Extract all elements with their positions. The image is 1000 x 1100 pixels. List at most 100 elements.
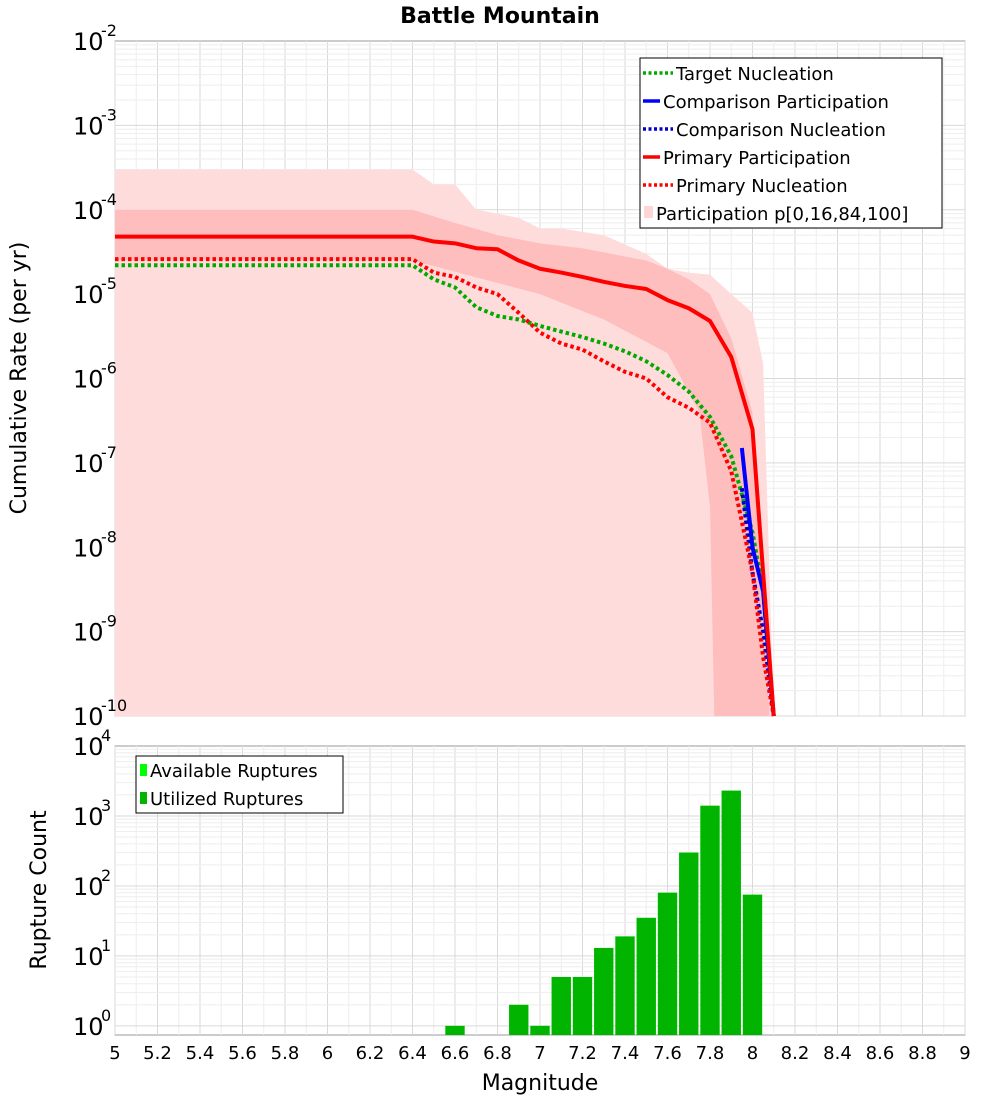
utilized-bar-8.0 xyxy=(742,894,763,1035)
series-line-primary-nucleation xyxy=(115,257,776,717)
top-y-tick-exp: -9 xyxy=(101,612,117,631)
legend-swatch-available-ruptures xyxy=(140,764,147,776)
x-tick-label: 6.4 xyxy=(398,1043,427,1064)
utilized-bar-7.1 xyxy=(551,976,571,1035)
utilized-bar-7.3 xyxy=(594,947,614,1035)
top-y-tick-exp: -8 xyxy=(101,527,117,546)
top-y-tick--6: 10-6 xyxy=(73,359,117,394)
top-y-tick--3: 10-3 xyxy=(73,105,117,140)
bottom-y-tick-2: 102 xyxy=(73,866,111,901)
legend-label-participation-percentiles: Participation p[0,16,84,100] xyxy=(656,204,908,225)
x-tick-label: 5.8 xyxy=(271,1043,300,1064)
chart-title: Battle Mountain xyxy=(400,4,600,29)
x-tick-label: 6.2 xyxy=(356,1043,385,1064)
top-y-tick--5: 10-5 xyxy=(73,274,117,309)
top-y-tick-labels: 10-210-310-410-510-610-710-810-910-10 xyxy=(73,21,127,731)
x-tick-label: 7.2 xyxy=(568,1043,597,1064)
top-y-tick-base: 10 xyxy=(73,28,104,56)
top-y-tick-exp: -3 xyxy=(101,105,117,124)
bottom-gridlines xyxy=(114,746,966,1035)
utilized-bar-7.4 xyxy=(615,936,635,1035)
bottom-y-tick-exp: 2 xyxy=(101,866,111,885)
top-y-tick-base: 10 xyxy=(73,703,104,731)
x-axis-label: Magnitude xyxy=(482,1071,599,1096)
utilized-bar-7.2 xyxy=(572,976,593,1035)
legend-label-available-ruptures: Available Ruptures xyxy=(150,761,318,782)
top-y-tick-base: 10 xyxy=(73,112,104,140)
top-legend: Target Nucleation Comparison Participati… xyxy=(639,57,943,229)
top-y-tick-exp: -5 xyxy=(101,274,117,293)
bottom-y-tick-base: 10 xyxy=(73,803,104,831)
x-tick-label: 8.6 xyxy=(866,1043,895,1064)
x-tick-label: 8.4 xyxy=(823,1043,852,1064)
utilized-bar-6.6 xyxy=(445,1025,465,1035)
top-y-tick-exp: -4 xyxy=(101,190,117,209)
bottom-y-tick-exp: 0 xyxy=(101,1006,111,1025)
bottom-y-tick-1: 101 xyxy=(73,936,111,971)
x-tick-label: 5.6 xyxy=(228,1043,257,1064)
bottom-y-tick-exp: 1 xyxy=(101,936,111,955)
top-y-tick-base: 10 xyxy=(73,450,104,478)
top-y-tick--7: 10-7 xyxy=(73,443,117,478)
top-legend-box xyxy=(639,57,943,229)
top-y-tick-exp: -7 xyxy=(101,443,117,462)
top-y-tick--8: 10-8 xyxy=(73,527,117,562)
legend-label-comparison-nucleation: Comparison Nucleation xyxy=(676,120,886,141)
bottom-y-tick-4: 104 xyxy=(73,726,111,761)
bottom-bars xyxy=(445,790,763,1035)
x-tick-label: 7.4 xyxy=(611,1043,640,1064)
top-series-lines xyxy=(115,234,776,717)
top-y-tick--10: 10-10 xyxy=(73,696,127,731)
bottom-y-tick-0: 100 xyxy=(73,1006,111,1041)
top-y-tick-exp: -6 xyxy=(101,359,117,378)
x-tick-label: 5.4 xyxy=(186,1043,215,1064)
legend-label-primary-nucleation: Primary Nucleation xyxy=(676,176,848,197)
top-y-tick-base: 10 xyxy=(73,281,104,309)
series-line-target-nucleation xyxy=(115,263,776,717)
x-tick-label: 8.8 xyxy=(908,1043,937,1064)
legend-label-target-nucleation: Target Nucleation xyxy=(675,64,834,85)
top-y-tick-exp: -2 xyxy=(101,21,117,40)
x-tick-label: 6.6 xyxy=(441,1043,470,1064)
x-tick-label: 8.2 xyxy=(781,1043,810,1064)
legend-swatch-utilized-ruptures xyxy=(140,792,147,804)
bottom-legend-box xyxy=(135,755,344,814)
bottom-y-tick-3: 103 xyxy=(73,796,111,831)
utilized-bar-7.5 xyxy=(636,917,656,1035)
utilized-bar-7.9 xyxy=(721,790,741,1035)
series-line-primary-participation xyxy=(115,234,776,717)
bottom-legend: Available Ruptures Utilized Ruptures xyxy=(135,755,344,814)
x-tick-label: 6 xyxy=(322,1043,333,1064)
top-y-tick-base: 10 xyxy=(73,366,104,394)
top-y-tick--4: 10-4 xyxy=(73,190,117,225)
x-tick-label: 7.6 xyxy=(653,1043,682,1064)
top-y-tick-exp: -10 xyxy=(101,696,127,715)
x-tick-label: 5 xyxy=(109,1043,120,1064)
x-tick-labels: 5 5.2 5.4 5.6 5.8 6 6.2 6.4 6.6 6.8 7 7.2 7.4 7.6 7.8 8… xyxy=(109,1043,970,1064)
x-tick-label: 7 xyxy=(534,1043,545,1064)
x-tick-label: 7.8 xyxy=(696,1043,725,1064)
top-y-tick-base: 10 xyxy=(73,534,104,562)
x-tick-label: 6.8 xyxy=(483,1043,512,1064)
top-y-axis-label: Cumulative Rate (per yr) xyxy=(7,242,32,515)
top-y-tick--9: 10-9 xyxy=(73,612,117,647)
utilized-bar-7.6 xyxy=(657,892,678,1035)
utilized-bar-6.9 xyxy=(509,1004,529,1035)
bottom-y-tick-base: 10 xyxy=(73,733,104,761)
bottom-y-axis-label: Rupture Count xyxy=(27,810,52,970)
x-tick-label: 5.2 xyxy=(143,1043,172,1064)
bottom-y-tick-exp: 4 xyxy=(101,726,111,745)
utilized-bar-7.0 xyxy=(530,1025,550,1035)
utilized-bar-7.8 xyxy=(700,805,720,1035)
top-y-tick--2: 10-2 xyxy=(73,21,117,56)
bottom-y-tick-base: 10 xyxy=(73,1013,104,1041)
legend-label-primary-participation: Primary Participation xyxy=(663,148,851,169)
top-y-tick-base: 10 xyxy=(73,619,104,647)
bottom-y-tick-exp: 3 xyxy=(101,796,111,815)
bottom-y-tick-base: 10 xyxy=(73,943,104,971)
legend-swatch-participation-percentiles xyxy=(644,206,653,218)
bottom-y-tick-base: 10 xyxy=(73,873,104,901)
